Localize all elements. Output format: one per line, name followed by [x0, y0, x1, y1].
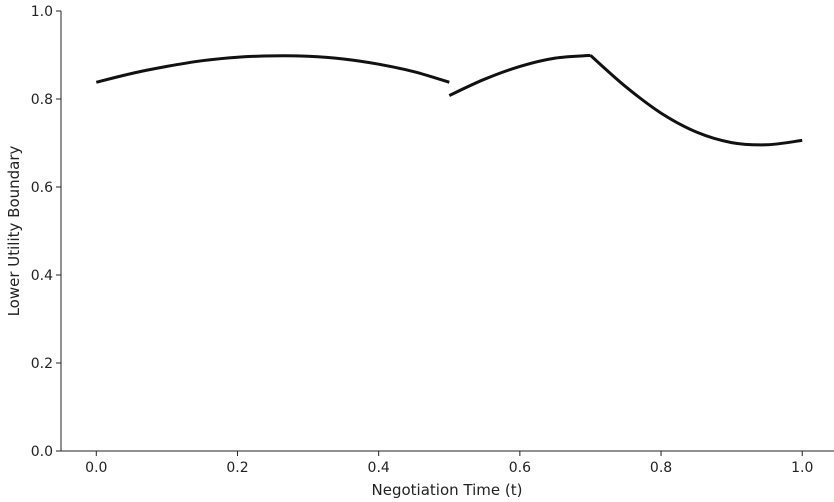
y-tick-label: 0.4 — [31, 268, 53, 284]
x-tick-label: 0.8 — [650, 460, 672, 476]
x-tick-label: 0.4 — [368, 460, 390, 476]
y-axis-ticks: 0.0 0.2 0.4 0.6 0.8 1.0 — [31, 4, 61, 460]
x-tick-label: 0.6 — [509, 460, 531, 476]
axes — [60, 11, 834, 452]
y-tick-label: 0.2 — [31, 356, 53, 372]
y-tick-label: 1.0 — [31, 4, 53, 20]
x-axis-label: Negotiation Time (t) — [372, 481, 523, 499]
y-axis-label: Lower Utility Boundary — [5, 145, 23, 316]
x-axis-ticks: 0.0 0.2 0.4 0.6 0.8 1.0 — [85, 451, 813, 476]
y-tick-label: 0.6 — [31, 180, 53, 196]
x-tick-label: 0.2 — [226, 460, 248, 476]
series-line-segment-1 — [95, 54, 450, 84]
plot-lines — [95, 53, 803, 147]
x-tick-label: 1.0 — [791, 460, 813, 476]
y-tick-label: 0.8 — [31, 92, 53, 108]
x-tick-label: 0.0 — [85, 460, 107, 476]
series-line-segment-3 — [589, 54, 803, 147]
y-tick-label: 0.0 — [31, 444, 53, 460]
series-line-segment-2 — [448, 53, 591, 97]
